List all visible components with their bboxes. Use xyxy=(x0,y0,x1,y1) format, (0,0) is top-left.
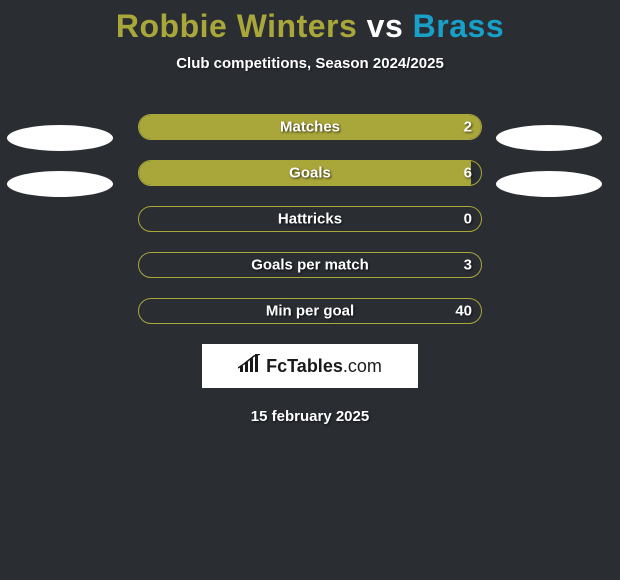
stat-row: Hattricks0 xyxy=(138,206,482,232)
stat-bar xyxy=(138,252,482,278)
player-marker-right xyxy=(496,171,602,197)
date-label: 15 february 2025 xyxy=(0,408,620,425)
stat-bar-fill xyxy=(139,115,481,139)
player-marker-right xyxy=(496,125,602,151)
title-player1: Robbie Winters xyxy=(116,8,357,44)
stat-row: Goals6 xyxy=(138,160,482,186)
stat-bar xyxy=(138,160,482,186)
stat-row: Min per goal40 xyxy=(138,298,482,324)
bar-chart-icon xyxy=(238,354,262,379)
logo-text-light: .com xyxy=(343,356,382,376)
stat-bar xyxy=(138,114,482,140)
subtitle: Club competitions, Season 2024/2025 xyxy=(0,55,620,72)
logo-text-bold: FcTables xyxy=(266,356,343,376)
stat-row: Matches2 xyxy=(138,114,482,140)
page-title: Robbie Winters vs Brass xyxy=(0,0,620,45)
stat-bar xyxy=(138,206,482,232)
stat-bar xyxy=(138,298,482,324)
title-vs: vs xyxy=(367,8,404,44)
stat-row: Goals per match3 xyxy=(138,252,482,278)
logo-box[interactable]: FcTables.com xyxy=(202,344,418,388)
title-player2: Brass xyxy=(413,8,504,44)
stat-bar-fill xyxy=(139,161,471,185)
logo-text: FcTables.com xyxy=(266,356,382,377)
player-marker-left xyxy=(7,171,113,197)
player-marker-left xyxy=(7,125,113,151)
